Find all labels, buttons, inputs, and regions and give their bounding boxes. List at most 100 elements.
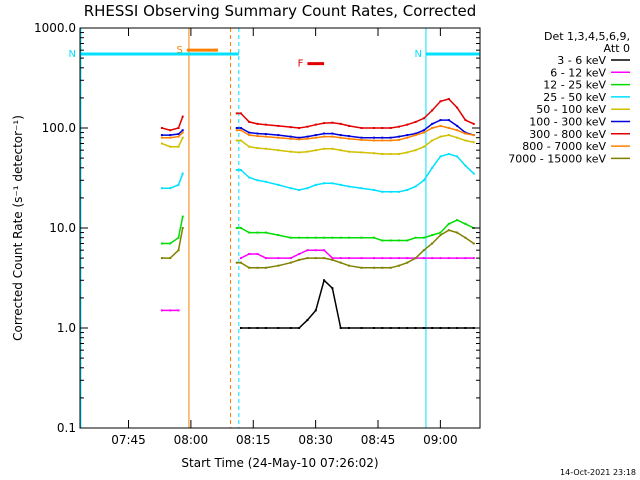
data-point — [431, 127, 434, 129]
data-point — [456, 129, 459, 132]
data-point — [248, 176, 251, 179]
data-point — [456, 231, 459, 234]
data-point — [306, 319, 309, 322]
data-point — [264, 133, 267, 136]
data-point — [306, 150, 309, 153]
data-point — [289, 327, 292, 329]
data-point — [331, 135, 334, 138]
data-point — [256, 147, 259, 150]
tick-layer: 1000.0 100.0 10.0 1.0 0.1 07:45 08:00 08:15 08:3… — [34, 21, 480, 447]
data-point — [372, 139, 375, 142]
marker-label-s: S — [177, 45, 183, 56]
data-point — [422, 131, 425, 134]
data-point — [381, 257, 384, 260]
data-point — [181, 172, 184, 175]
data-point — [447, 327, 450, 329]
data-point — [381, 190, 384, 193]
data-point — [422, 249, 425, 252]
data-point — [447, 257, 450, 260]
series-line-7 — [161, 125, 474, 142]
legend-label: 300 - 800 keV — [529, 128, 606, 141]
data-point — [331, 236, 334, 239]
data-point — [248, 131, 251, 134]
data-point — [264, 180, 267, 183]
data-point — [314, 149, 317, 152]
data-point — [406, 136, 409, 139]
data-point — [422, 179, 425, 182]
data-point — [177, 249, 180, 252]
data-point — [464, 257, 467, 260]
data-point — [169, 129, 172, 132]
data-point — [389, 127, 392, 129]
data-point — [339, 183, 342, 186]
data-point — [323, 182, 326, 185]
legend-label: 800 - 7000 keV — [522, 140, 606, 153]
x-tick-label: 07:45 — [111, 433, 146, 447]
data-point — [239, 327, 242, 329]
data-point — [235, 127, 238, 129]
data-point — [439, 100, 442, 103]
data-point — [314, 249, 317, 252]
x-tick-label: 08:45 — [361, 433, 396, 447]
data-point — [323, 122, 326, 125]
data-point — [439, 257, 442, 260]
series-line-2 — [161, 216, 475, 245]
marker-label-f: F — [298, 59, 304, 70]
data-point — [464, 236, 467, 239]
data-point — [389, 152, 392, 155]
data-point — [414, 185, 417, 188]
data-point — [298, 151, 301, 154]
data-point — [472, 122, 475, 125]
series-line-3 — [161, 153, 475, 193]
data-point — [264, 123, 267, 126]
data-point — [248, 145, 251, 148]
data-point — [397, 138, 400, 141]
data-point — [414, 327, 417, 329]
data-point — [306, 187, 309, 190]
data-point — [298, 258, 301, 261]
data-point — [277, 183, 280, 186]
data-point — [406, 327, 409, 329]
data-point — [456, 219, 459, 222]
y-tick-label: 0.1 — [57, 421, 76, 435]
data-point — [248, 231, 251, 234]
series-layer — [160, 97, 475, 329]
data-point — [160, 136, 163, 139]
y-axis-label: Corrected Count Rate (s⁻¹ detector⁻¹) — [11, 115, 25, 341]
series-line-5 — [161, 119, 475, 139]
x-tick-label: 08:00 — [174, 433, 209, 447]
legend-label: 25 - 50 keV — [543, 91, 606, 104]
data-point — [306, 236, 309, 239]
data-point — [397, 190, 400, 193]
data-point — [372, 127, 375, 129]
data-point — [181, 131, 184, 134]
data-point — [389, 257, 392, 260]
data-point — [472, 141, 475, 144]
data-point — [235, 261, 238, 264]
data-point — [389, 139, 392, 142]
data-point — [177, 133, 180, 136]
data-point — [464, 222, 467, 225]
data-point — [360, 266, 363, 269]
data-point — [323, 135, 326, 138]
data-point — [472, 172, 475, 175]
data-point — [177, 309, 180, 312]
data-point — [389, 266, 392, 269]
data-point — [360, 138, 363, 141]
data-point — [289, 150, 292, 153]
data-point — [277, 327, 280, 329]
data-point — [456, 257, 459, 260]
data-point — [160, 257, 163, 260]
data-point — [160, 187, 163, 190]
data-point — [181, 227, 184, 229]
data-point — [264, 135, 267, 138]
data-point — [169, 136, 172, 139]
data-point — [464, 132, 467, 135]
data-point — [239, 227, 242, 229]
x-tick-label: 09:00 — [423, 433, 458, 447]
data-point — [264, 147, 267, 150]
data-point — [348, 236, 351, 239]
data-point — [447, 127, 450, 129]
data-point — [381, 136, 384, 139]
